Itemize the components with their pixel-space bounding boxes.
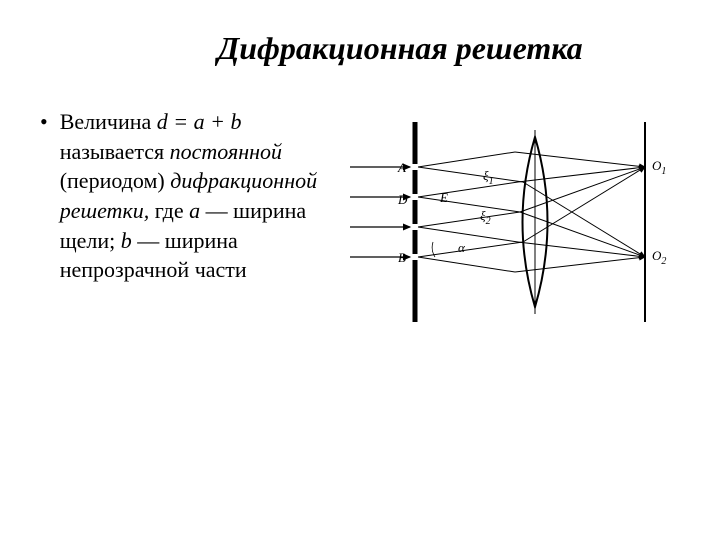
t3: называется — [60, 139, 170, 164]
ray-top-2 — [418, 182, 518, 197]
ray-bot-4 — [418, 257, 515, 272]
t7: где — [149, 198, 189, 223]
bullet: • — [40, 107, 48, 285]
ray-conv-1b — [518, 167, 645, 182]
t8: a — [189, 198, 200, 223]
page-title: Дифракционная решетка — [120, 30, 680, 67]
definition-body: Величина d = a + b называется постоянной… — [60, 107, 320, 285]
label-O1: O1 — [652, 158, 666, 177]
ray-top-3 — [418, 212, 520, 227]
t5: (периодом) — [60, 168, 171, 193]
ray-bot-1 — [418, 167, 523, 182]
ray-top-1 — [418, 152, 515, 167]
ray-conv-2c — [518, 242, 645, 257]
diagram-container: A D B E ξ1 ξ2 α O1 O2 — [340, 107, 680, 342]
label-E: E — [439, 190, 448, 205]
t1: Величина — [60, 109, 157, 134]
label-xi2: ξ2 — [480, 208, 491, 227]
label-D: D — [397, 192, 408, 207]
label-O2: O2 — [652, 248, 666, 267]
content-row: • Величина d = a + b называется постоянн… — [40, 107, 680, 342]
label-B: B — [398, 250, 406, 265]
diffraction-diagram: A D B E ξ1 ξ2 α O1 O2 — [340, 107, 680, 337]
ray-bot-3 — [418, 227, 518, 242]
t4: постоянной — [170, 139, 282, 164]
label-alpha: α — [458, 240, 466, 255]
definition-text: • Величина d = a + b называется постоянн… — [40, 107, 320, 342]
label-A: A — [397, 160, 406, 175]
t2: d = a + b — [157, 109, 242, 134]
t10: b — [121, 228, 132, 253]
label-xi1: ξ1 — [483, 168, 494, 187]
ray-bot-2 — [418, 197, 520, 212]
